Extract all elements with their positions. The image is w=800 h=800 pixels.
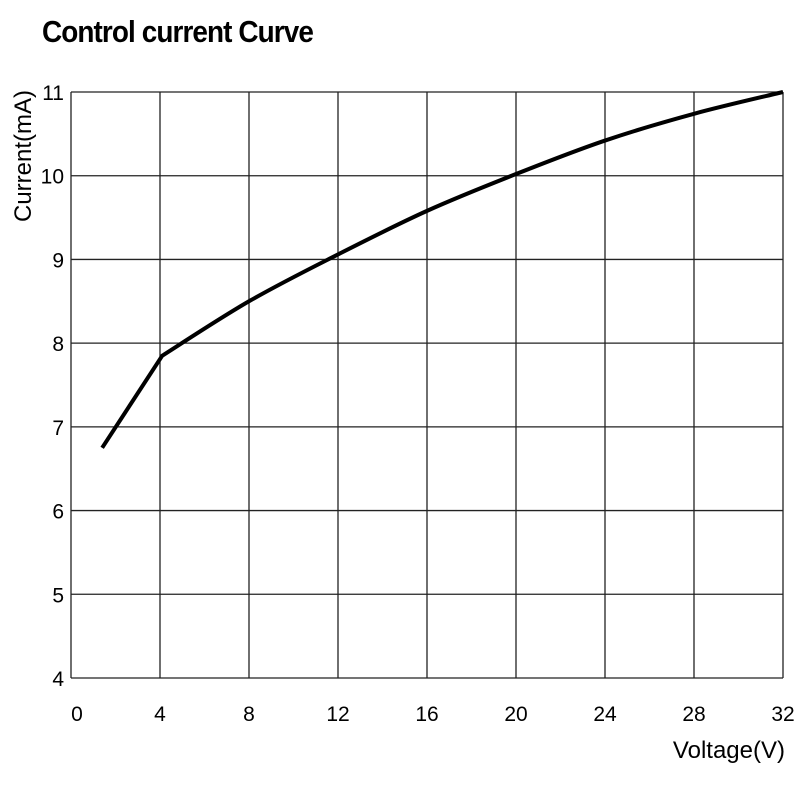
x-tick-label: 12 xyxy=(326,703,349,726)
y-tick-label: 5 xyxy=(52,584,64,607)
x-tick-label: 28 xyxy=(682,703,705,726)
x-axis-label: Voltage(V) xyxy=(673,737,785,764)
x-tick-labels: 0 4 8 12 16 20 24 28 32 xyxy=(71,703,795,726)
y-tick-label: 6 xyxy=(52,501,64,524)
x-tick-label: 24 xyxy=(593,703,617,726)
grid xyxy=(70,91,784,679)
series-line xyxy=(100,90,784,449)
y-tick-labels: 4 5 6 7 8 9 10 11 xyxy=(41,82,65,691)
x-tick-label: 4 xyxy=(154,703,166,726)
y-tick-label: 10 xyxy=(41,166,64,189)
x-tick-label: 16 xyxy=(415,703,438,726)
y-tick-label: 11 xyxy=(42,82,64,105)
y-tick-label: 9 xyxy=(52,249,64,272)
x-tick-label: 20 xyxy=(504,703,527,726)
x-tick-label: 8 xyxy=(243,703,255,726)
y-tick-label: 7 xyxy=(52,417,64,440)
y-tick-label: 4 xyxy=(52,668,64,691)
y-tick-label: 8 xyxy=(52,333,64,356)
x-tick-label: 32 xyxy=(771,703,794,726)
y-axis-label: Current(mA) xyxy=(10,90,37,222)
x-tick-label: 0 xyxy=(71,703,83,726)
chart-title: Control current Curve xyxy=(42,14,314,49)
